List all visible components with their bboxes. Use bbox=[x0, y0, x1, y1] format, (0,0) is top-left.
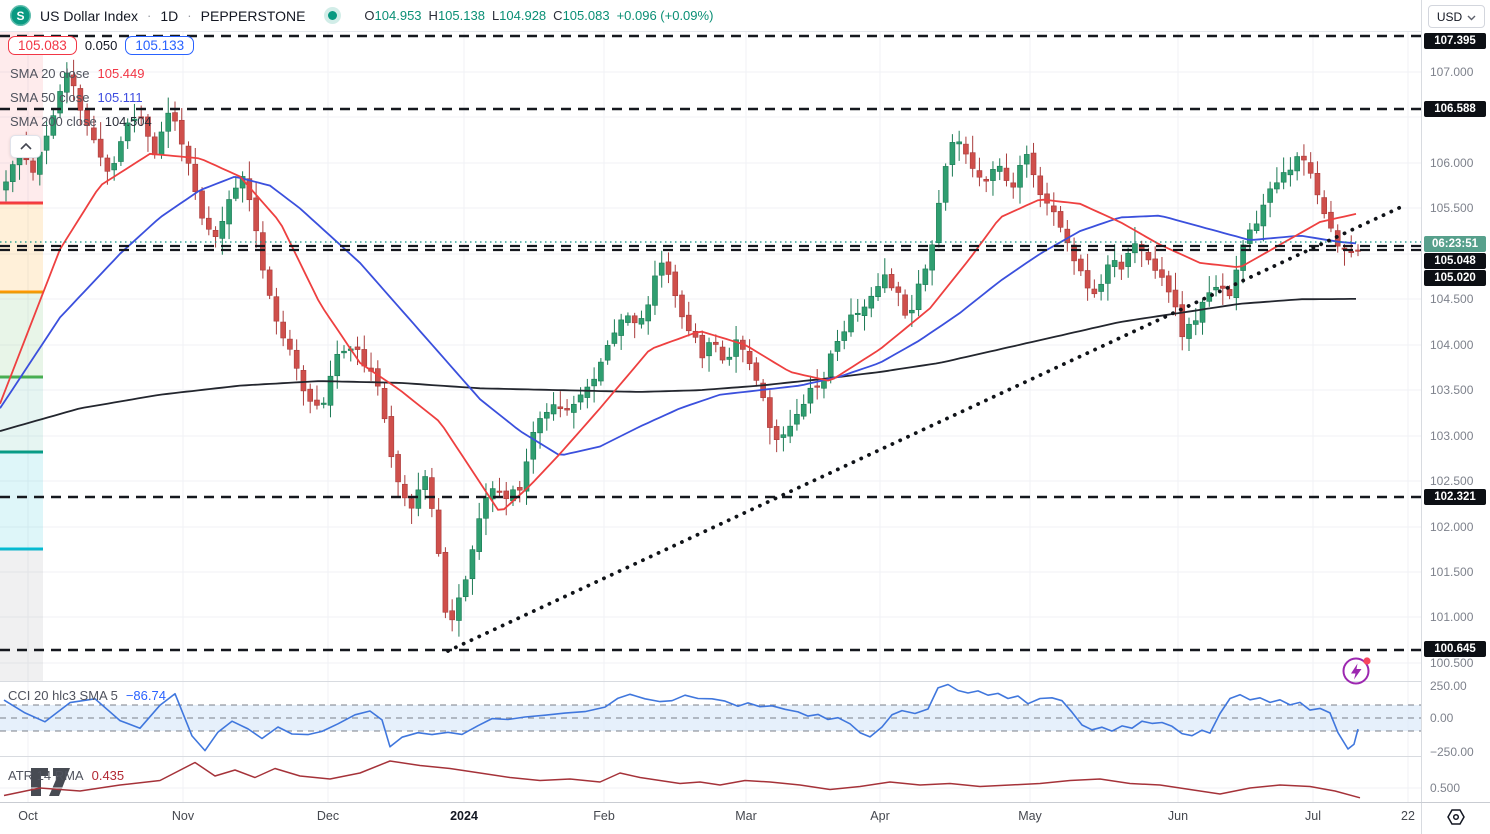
time-axis[interactable]: Oct Nov Dec 2024 Feb Mar Apr May Jun Jul 22 bbox=[0, 802, 1421, 834]
time-label: Nov bbox=[171, 809, 195, 823]
chart-header: S US Dollar Index · 1D · PEPPERSTONE O10… bbox=[0, 0, 1421, 32]
atr-value: 0.435 bbox=[91, 768, 125, 783]
price-level-label: 106.588 bbox=[1424, 101, 1486, 117]
price-tick: 106.000 bbox=[1430, 156, 1474, 170]
price-tick: 100.500 bbox=[1430, 656, 1474, 670]
time-label: Mar bbox=[735, 809, 757, 823]
price-tick: 101.000 bbox=[1430, 610, 1474, 624]
exchange-label[interactable]: PEPPERSTONE bbox=[200, 7, 306, 24]
price-tick: 0.500 bbox=[1430, 781, 1461, 795]
price-level-label: 100.645 bbox=[1424, 641, 1486, 657]
separator-dot: · bbox=[187, 8, 192, 23]
price-tick: 0.00 bbox=[1430, 711, 1454, 725]
price-tick: 101.500 bbox=[1430, 565, 1474, 579]
alert-price-high[interactable]: 105.133 bbox=[125, 36, 195, 55]
separator-dot: · bbox=[147, 8, 152, 23]
legend-sma20[interactable]: SMA 20 close 105.449 bbox=[10, 66, 145, 81]
sma50-value: 105.111 bbox=[97, 90, 143, 105]
symbol-title[interactable]: US Dollar Index bbox=[40, 7, 139, 24]
scales-eye-icon[interactable] bbox=[1443, 806, 1469, 833]
price-tick: 103.000 bbox=[1430, 429, 1474, 443]
candles-layer bbox=[0, 59, 1361, 637]
price-tick: 102.500 bbox=[1430, 474, 1474, 488]
price-axis[interactable]: USD 107.000 106.000 105.500 104.500 104.000 1… bbox=[1421, 0, 1490, 834]
symbol-logo[interactable]: S bbox=[10, 5, 31, 26]
axis-divider bbox=[0, 802, 1490, 803]
legend-cci[interactable]: CCI 20 hlc3 SMA 5 −86.74 bbox=[8, 688, 166, 703]
price-tick: −250.00 bbox=[1430, 745, 1474, 759]
bar-countdown-label: 06:23:51 bbox=[1424, 236, 1486, 252]
interval-label[interactable]: 1D bbox=[160, 7, 179, 24]
ohlc-readout: O104.953 H105.138 L104.928 C105.083 +0.0… bbox=[364, 8, 714, 23]
cci-value: −86.74 bbox=[125, 688, 166, 703]
legend-sma200[interactable]: SMA 200 close 104.504 bbox=[10, 114, 152, 129]
time-label: Jun bbox=[1167, 809, 1189, 823]
price-tick: 103.500 bbox=[1430, 383, 1474, 397]
sma20-value: 105.449 bbox=[97, 66, 145, 81]
alert-price-low[interactable]: 105.083 bbox=[8, 36, 77, 55]
chevron-up-icon bbox=[19, 138, 33, 156]
price-tick: 107.000 bbox=[1430, 65, 1474, 79]
market-status-dot[interactable] bbox=[328, 11, 338, 20]
sma200-value: 104.504 bbox=[104, 114, 152, 129]
high-value: 105.138 bbox=[437, 8, 485, 23]
open-value: 104.953 bbox=[374, 8, 422, 23]
time-label: Apr bbox=[870, 809, 890, 823]
collapse-panel-button[interactable] bbox=[10, 135, 41, 158]
time-label: Feb bbox=[593, 809, 615, 823]
price-tick: 105.500 bbox=[1430, 201, 1474, 215]
alert-levels-row: 105.083 0.050 105.133 bbox=[8, 36, 195, 55]
price-tick: 104.500 bbox=[1430, 292, 1474, 306]
price-tick: 250.00 bbox=[1430, 679, 1467, 693]
time-label: Oct bbox=[18, 809, 38, 823]
price-tick: 102.000 bbox=[1430, 520, 1474, 534]
price-level-label: 102.321 bbox=[1424, 489, 1486, 505]
boost-lightning-icon[interactable] bbox=[1340, 653, 1374, 692]
time-label: Jul bbox=[1305, 809, 1321, 823]
currency-selector[interactable]: USD bbox=[1428, 5, 1485, 28]
time-label: Dec bbox=[316, 809, 340, 823]
main-chart-canvas[interactable] bbox=[0, 0, 1421, 802]
legend-sma50[interactable]: SMA 50 close 105.111 bbox=[10, 90, 143, 105]
time-label: May bbox=[1018, 809, 1042, 823]
low-value: 104.928 bbox=[499, 8, 547, 23]
price-level-label: 105.048 bbox=[1424, 253, 1486, 269]
change-value: +0.096 (+0.09%) bbox=[616, 8, 714, 23]
price-level-label: 107.395 bbox=[1424, 33, 1486, 49]
legend-atr[interactable]: ATR 14 RMA 0.435 bbox=[8, 768, 125, 783]
time-label: 2024 bbox=[450, 809, 478, 823]
notification-dot bbox=[1363, 657, 1371, 665]
price-tick: 104.000 bbox=[1430, 338, 1474, 352]
chevron-down-icon bbox=[1467, 10, 1476, 24]
close-value: 105.083 bbox=[562, 8, 610, 23]
price-level-label: 105.020 bbox=[1424, 270, 1486, 286]
alert-price-diff: 0.050 bbox=[84, 38, 118, 53]
time-label: 22 bbox=[1401, 809, 1415, 823]
